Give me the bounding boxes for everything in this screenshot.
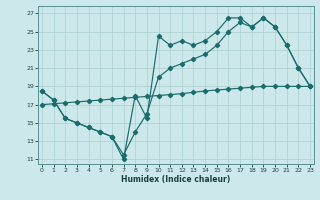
X-axis label: Humidex (Indice chaleur): Humidex (Indice chaleur) <box>121 175 231 184</box>
